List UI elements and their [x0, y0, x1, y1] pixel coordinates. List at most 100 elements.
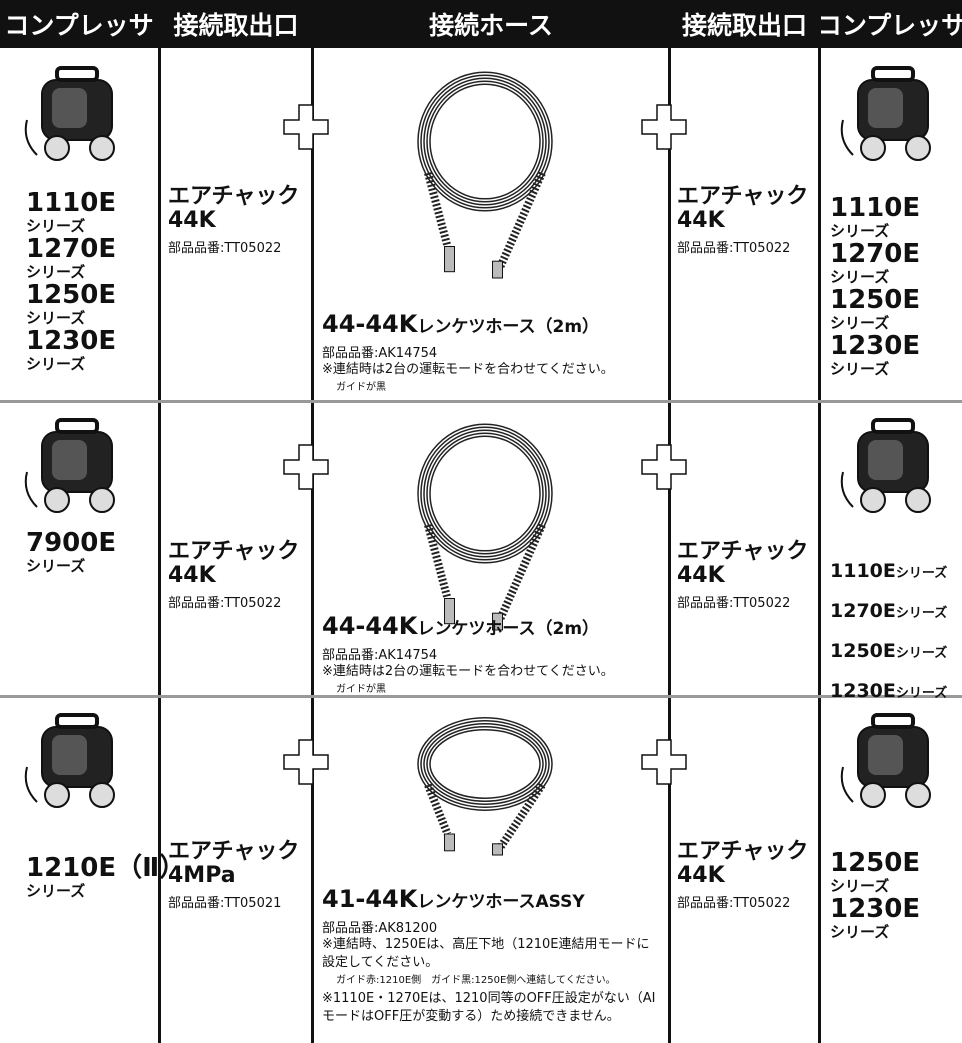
model-number: 1250E: [26, 280, 117, 310]
divider: [668, 0, 671, 1043]
model-series: シリーズ: [895, 566, 948, 581]
model-number: 1110E: [26, 188, 117, 218]
model-list: 7900E シリーズ: [26, 530, 116, 576]
row-divider: [0, 400, 962, 403]
model-series: シリーズ: [26, 263, 86, 281]
compressor-illustration: [840, 66, 931, 161]
note: ガイドが黒: [336, 684, 386, 695]
model-series: シリーズ: [895, 686, 948, 701]
model-entry: 1110Eシリーズ: [830, 558, 947, 584]
air-chuck: エアチャック 4MPa 部品品番:TT05021: [168, 840, 299, 912]
hose-title: 41-44KレンケツホースASSY: [322, 885, 676, 913]
model-series: シリーズ: [895, 646, 948, 661]
chuck-name: エアチャック: [677, 539, 809, 564]
model-number: 1230E: [830, 680, 896, 702]
note: ※連結時は2台の運転モードを合わせてください。: [322, 362, 614, 377]
part-number: 部品品番:TT05022: [168, 241, 282, 256]
compressor-illustration: [24, 66, 115, 161]
hose-name: レンケツホース（2m）: [417, 317, 600, 337]
model-number: 1110E: [830, 560, 896, 582]
model-list: 1210E（Ⅱ） シリーズ: [26, 855, 185, 901]
compressor-illustration: [24, 418, 115, 513]
model-number: 1250E: [830, 640, 896, 662]
note: ※連結時、1250Eは、高圧下地（1210E連結用モードに設定してください。: [322, 937, 650, 970]
model-number: 1270E: [830, 600, 896, 622]
compressor-illustration: [24, 713, 115, 808]
chuck-name: エアチャック: [168, 539, 300, 564]
model-number: 7900E: [26, 528, 117, 558]
chuck-size: 44K: [168, 563, 216, 588]
plus-icon: [641, 104, 687, 150]
air-chuck: エアチャック 44K 部品品番:TT05022: [677, 184, 809, 257]
air-chuck: エアチャック 44K 部品品番:TT05022: [677, 839, 809, 912]
header-cell: 接続取出口: [161, 0, 311, 48]
part-number: 部品品番:AK14754: [322, 648, 438, 663]
air-chuck: エアチャック 44K 部品品番:TT05022: [168, 539, 300, 612]
part-number: 部品品番:TT05021: [168, 896, 282, 911]
chuck-size: 44K: [677, 208, 725, 233]
hose-info: 44-44Kレンケツホース（2m） 部品品番:AK14754 ※連結時は2台の運転モ…: [322, 612, 676, 699]
note: ガイド赤:1210E側 ガイド黒:1250E側へ連結してください。: [336, 975, 616, 986]
plus-icon: [283, 104, 329, 150]
model-number: 1230E: [830, 894, 921, 924]
plus-icon: [641, 739, 687, 785]
model-entry: 1270Eシリーズ: [830, 598, 947, 624]
hose-name: レンケツホース（2m）: [417, 619, 600, 639]
model-series: シリーズ: [830, 877, 890, 895]
divider: [311, 0, 314, 1043]
part-number: 部品品番:TT05022: [677, 596, 791, 611]
part-number: 部品品番:AK81200: [322, 921, 438, 936]
model-number: 1230E: [830, 331, 921, 361]
model-series: シリーズ: [830, 923, 890, 941]
model-series: シリーズ: [26, 309, 86, 327]
model-series: シリーズ: [26, 557, 86, 575]
plus-icon: [283, 739, 329, 785]
hose-illustration: [417, 717, 553, 856]
model-list: 1250E シリーズ 1230E シリーズ: [830, 850, 920, 942]
compressor-illustration: [840, 713, 931, 808]
divider: [818, 0, 821, 1043]
model-series: シリーズ: [830, 360, 890, 378]
note: ガイドが黒: [336, 382, 386, 393]
hose-model: 44-44K: [322, 310, 418, 338]
hose-title: 44-44Kレンケツホース（2m）: [322, 612, 676, 640]
compressor-illustration: [840, 418, 931, 513]
hose-model: 44-44K: [322, 612, 418, 640]
hose-model: 41-44K: [322, 885, 418, 913]
hose-info: 44-44Kレンケツホース（2m） 部品品番:AK14754 ※連結時は2台の運転モ…: [322, 310, 676, 397]
header-cell: コンプレッサ: [0, 0, 158, 48]
chuck-name: エアチャック: [168, 184, 300, 209]
model-entry: 1250Eシリーズ: [830, 638, 947, 664]
model-series: シリーズ: [830, 314, 890, 332]
chuck-name: エアチャック: [677, 184, 809, 209]
plus-icon: [283, 444, 329, 490]
chuck-size: 44K: [677, 863, 725, 888]
part-number: 部品品番:TT05022: [677, 241, 791, 256]
hose-illustration: [417, 71, 553, 279]
model-number: 1270E: [830, 239, 921, 269]
divider: [158, 0, 161, 1043]
row-divider: [0, 695, 962, 698]
note: ※1110E・1270Eは、1210同等のOFF圧設定がない（AIモードはOFF…: [322, 991, 656, 1024]
hose-info: 41-44KレンケツホースASSY 部品品番:AK81200 ※連結時、1250Eは…: [322, 885, 676, 1026]
air-chuck: エアチャック 44K 部品品番:TT05022: [677, 539, 809, 612]
chuck-size: 44K: [677, 563, 725, 588]
chuck-size: 44K: [168, 208, 216, 233]
model-number: 1250E: [830, 848, 921, 878]
note: ※連結時は2台の運転モードを合わせてください。: [322, 664, 614, 679]
hose-name: レンケツホースASSY: [417, 892, 585, 912]
chuck-name: エアチャック: [677, 839, 809, 864]
model-series: シリーズ: [895, 606, 948, 621]
air-chuck: エアチャック 44K 部品品番:TT05022: [168, 184, 300, 257]
hose-illustration: [417, 423, 553, 631]
model-number: 1210E（Ⅱ）: [26, 853, 186, 883]
